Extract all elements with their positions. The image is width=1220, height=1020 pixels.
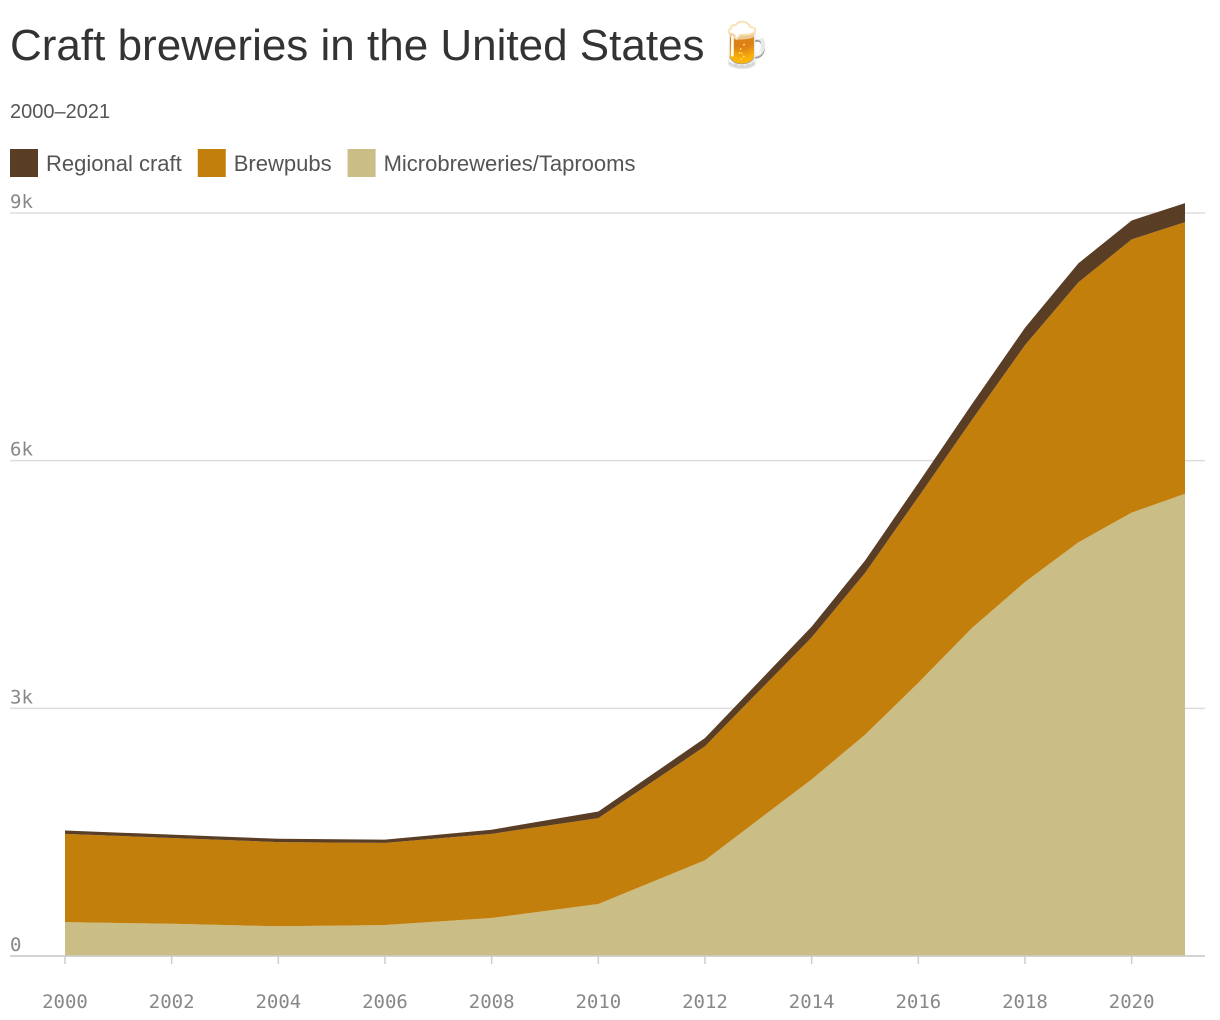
x-tick-label: 2000 [42, 991, 88, 1013]
y-tick-label: 9k [10, 191, 33, 213]
chart-title: Craft breweries in the United States 🍺 [10, 18, 772, 70]
area [65, 222, 1185, 927]
legend-label: Brewpubs [234, 151, 332, 176]
legend-label: Regional craft [46, 151, 182, 176]
x-tick-label: 2004 [255, 991, 301, 1013]
x-tick-label: 2002 [149, 991, 195, 1013]
x-tick-label: 2006 [362, 991, 408, 1013]
legend-label: Microbreweries/Taprooms [384, 151, 636, 176]
legend-swatch [197, 149, 226, 177]
area [65, 493, 1185, 956]
x-tick-label: 2014 [789, 991, 835, 1013]
x-tick-label: 2020 [1109, 991, 1155, 1013]
x-tick-label: 2016 [895, 991, 941, 1013]
x-tick-label: 2012 [682, 991, 728, 1013]
legend-swatch [10, 149, 38, 177]
y-tick-label: 6k [10, 439, 33, 461]
x-tick-label: 2010 [575, 991, 621, 1013]
y-tick-label: 0 [10, 934, 21, 956]
x-tick-label: 2008 [469, 991, 515, 1013]
x-tick-label: 2018 [1002, 991, 1048, 1013]
legend-swatch [347, 149, 376, 177]
y-tick-label: 3k [10, 686, 33, 708]
chart-subtitle: 2000–2021 [10, 101, 110, 123]
